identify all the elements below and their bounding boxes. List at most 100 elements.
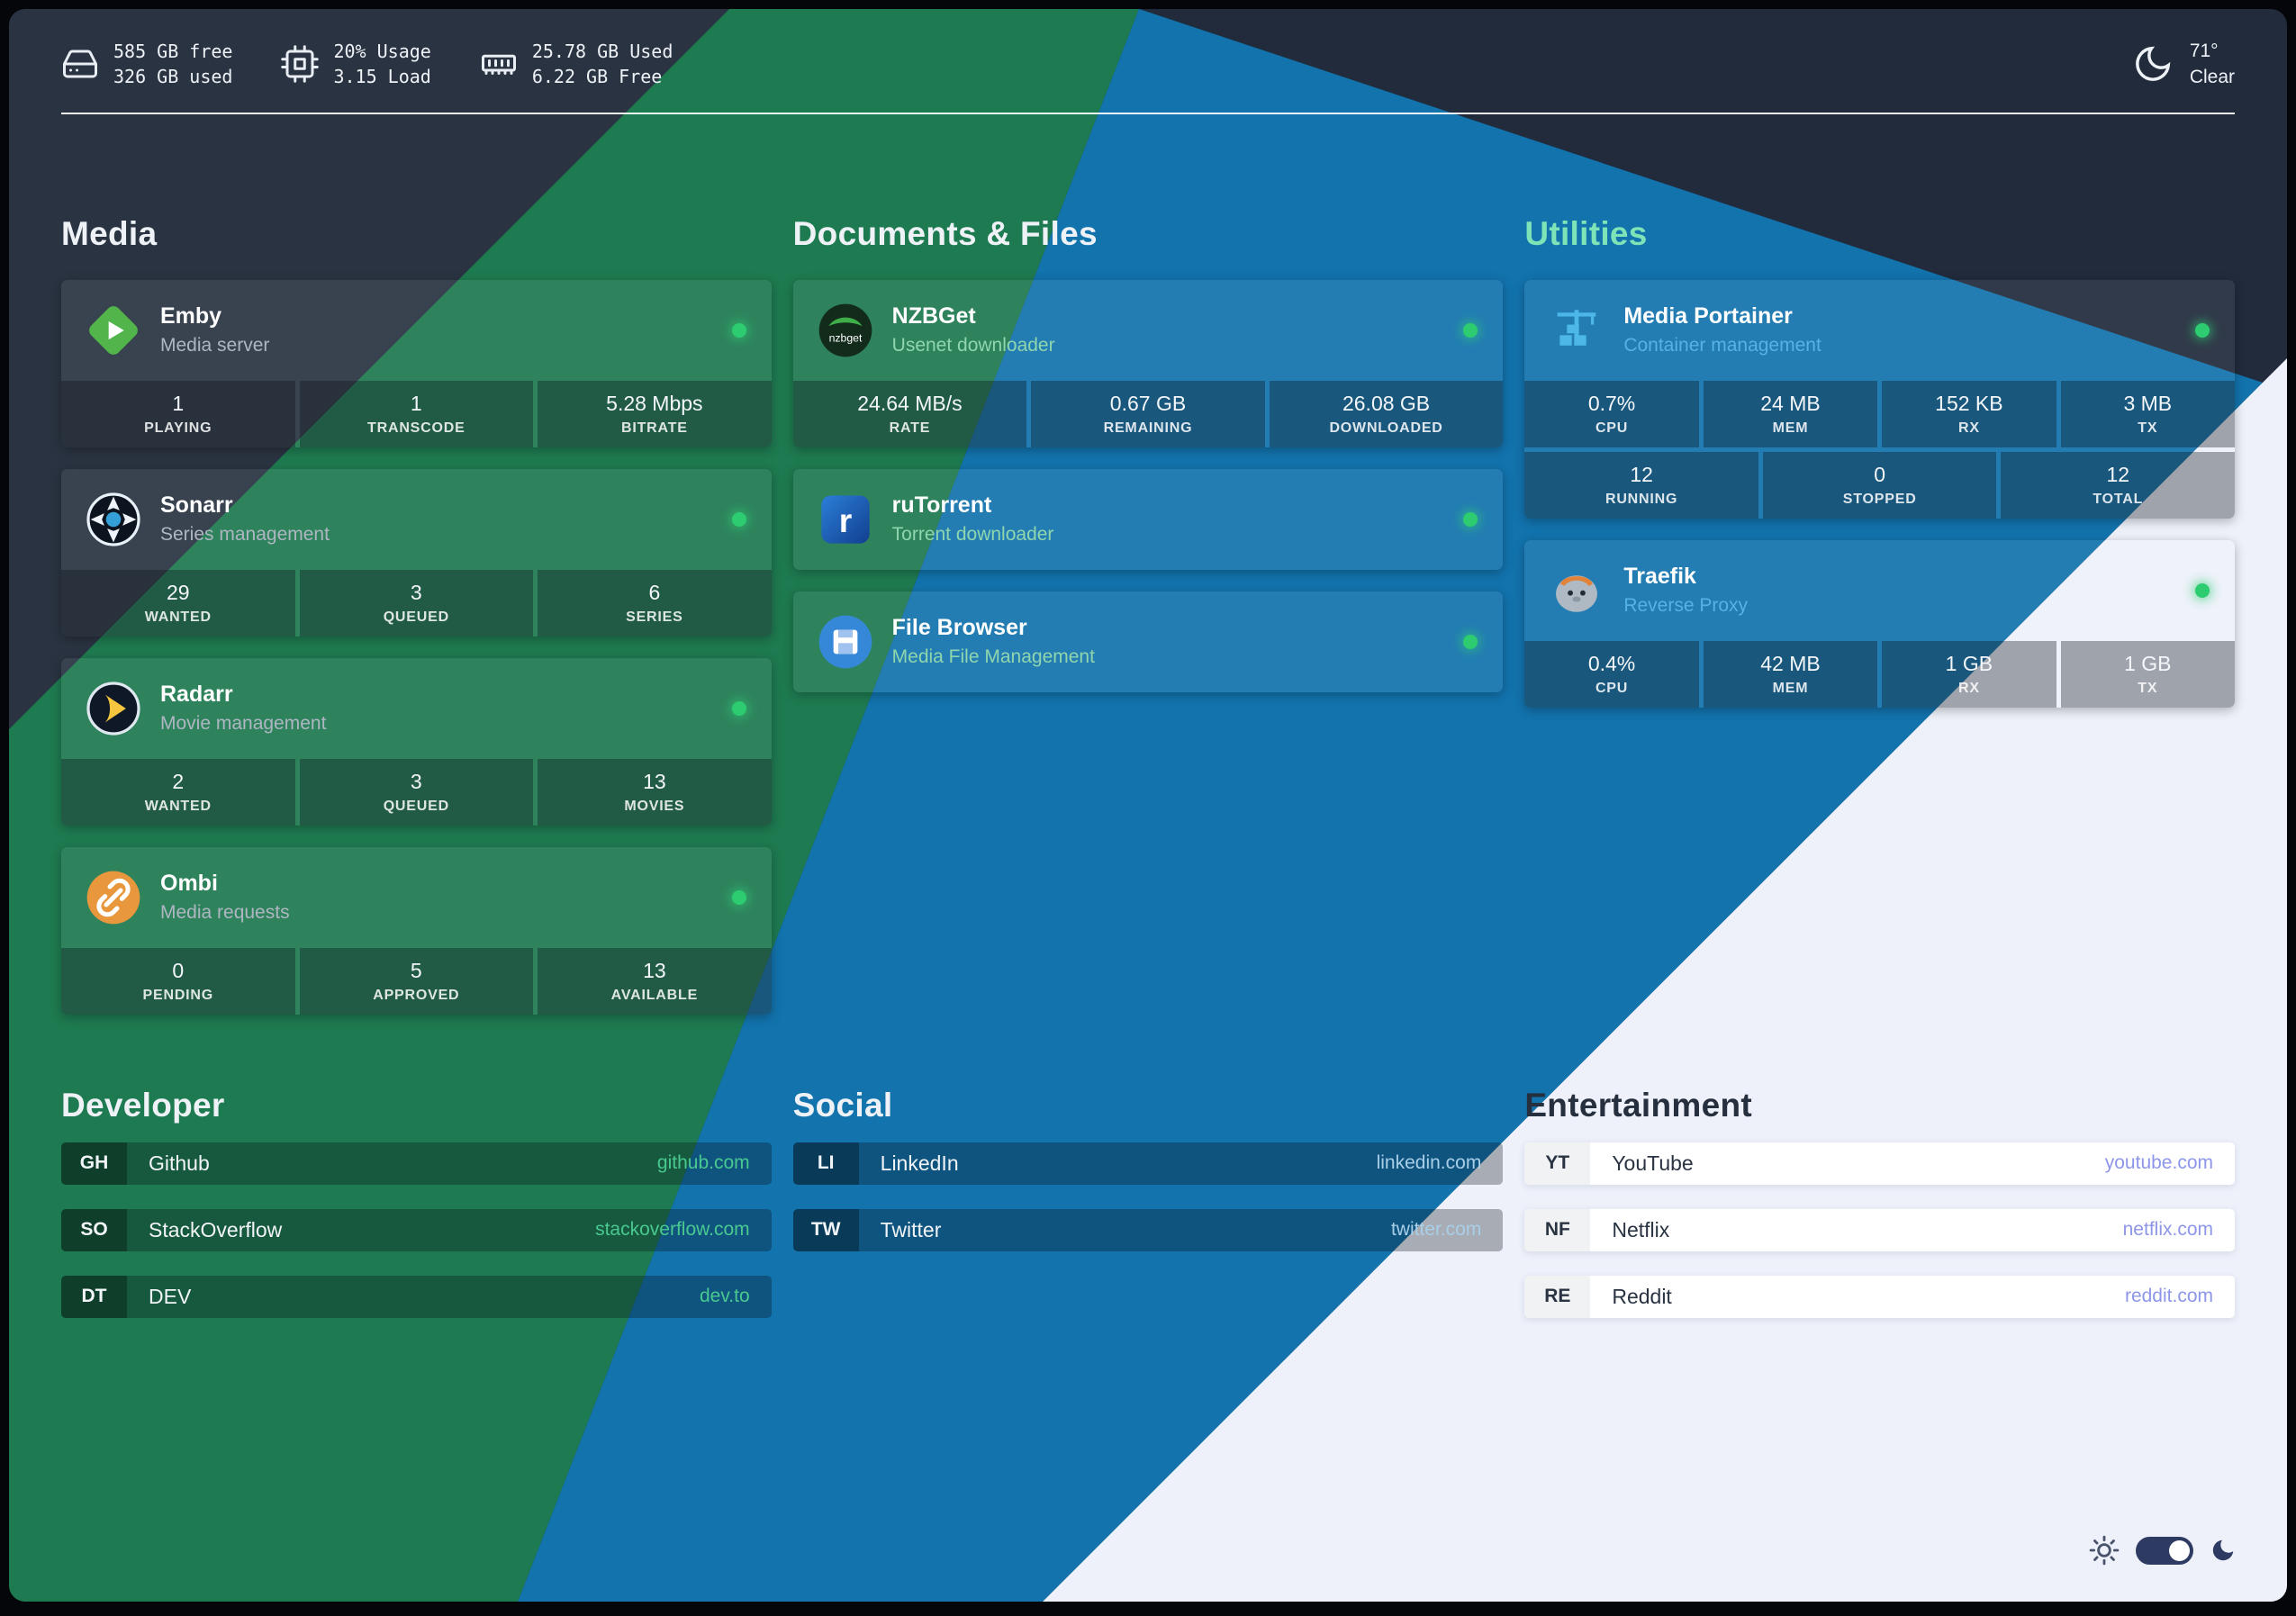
status-dot-online bbox=[2195, 322, 2210, 338]
bookmark-url: netflix.com bbox=[2122, 1219, 2213, 1241]
status-bar: 585 GB free 326 GB used 20% Usage 3.15 L… bbox=[9, 9, 2287, 113]
stat-chip: 152 KB RX bbox=[1882, 380, 2056, 447]
service-title: Sonarr bbox=[160, 492, 233, 519]
service-title: ruTorrent bbox=[891, 492, 992, 519]
cpu-icon bbox=[281, 45, 320, 84]
header-divider bbox=[61, 112, 2235, 114]
status-dot-online bbox=[731, 700, 746, 716]
service-desc: Torrent downloader bbox=[891, 524, 1054, 546]
status-dot-online bbox=[2195, 582, 2210, 598]
bookmark-name: Netflix bbox=[1612, 1217, 1670, 1241]
service-card-ombi[interactable]: Ombi Media requests 0 PENDING 5 APPROVED 1… bbox=[61, 846, 772, 1015]
bookmark-row-github[interactable]: GH Github github.com bbox=[61, 1142, 772, 1185]
service-card-filebrowser[interactable]: File Browser Media File Management bbox=[792, 591, 1504, 692]
stat-chip: 5.28 Mbps BITRATE bbox=[538, 380, 772, 447]
stat-chip: 24.64 MB/s RATE bbox=[792, 380, 1027, 447]
bookmark-tag: DT bbox=[61, 1275, 127, 1318]
stat-chip: 2 WANTED bbox=[61, 758, 295, 826]
section-heading-entertainment: Entertainment bbox=[1524, 1086, 1752, 1124]
service-card-traefik[interactable]: Traefik Reverse Proxy 0.4% CPU 42 MB MEM 1… bbox=[1524, 539, 2235, 708]
section-media: Media Emby Media server 1 PLAYING bbox=[61, 215, 772, 1015]
section-heading-utilities: Utilities bbox=[1524, 214, 1648, 252]
bookmark-url: stackoverflow.com bbox=[595, 1219, 750, 1241]
status-dot-online bbox=[731, 511, 746, 527]
service-desc: Media server bbox=[160, 335, 270, 357]
nzbget-icon: nzbget bbox=[817, 302, 874, 359]
stat-chip: 1 PLAYING bbox=[61, 380, 295, 447]
service-card-emby[interactable]: Emby Media server 1 PLAYING 1 TRANSCODE 5.… bbox=[61, 279, 772, 447]
weather-condition: Clear bbox=[2189, 67, 2235, 88]
stat-chip: 0 PENDING bbox=[61, 947, 295, 1015]
bookmark-name: LinkedIn bbox=[880, 1151, 959, 1175]
stat-chip: 26.08 GB DOWNLOADED bbox=[1269, 380, 1504, 447]
service-card-rutorrent[interactable]: r ruTorrent Torrent downloader bbox=[792, 468, 1504, 570]
bookmark-tag: LI bbox=[792, 1142, 859, 1185]
theme-toggle-knob[interactable] bbox=[2169, 1539, 2190, 1561]
bookmark-row-stackoverflow[interactable]: SO StackOverflow stackoverflow.com bbox=[61, 1208, 772, 1251]
svg-text:nzbget: nzbget bbox=[828, 331, 862, 344]
svg-text:r: r bbox=[838, 501, 852, 539]
service-desc: Movie management bbox=[160, 713, 327, 735]
bookmark-tag: SO bbox=[61, 1208, 127, 1251]
portainer-icon bbox=[1548, 302, 1605, 359]
bookmark-url: dev.to bbox=[700, 1286, 750, 1307]
section-heading-developer: Developer bbox=[61, 1086, 225, 1124]
bookmark-name: YouTube bbox=[1612, 1151, 1694, 1175]
bookmark-tag: YT bbox=[1524, 1142, 1591, 1185]
stat-chip: 13 AVAILABLE bbox=[538, 947, 772, 1015]
theme-toggle[interactable] bbox=[2136, 1536, 2193, 1565]
service-card-nzbget[interactable]: nzbget NZBGet Usenet downloader 24.64 MB… bbox=[792, 279, 1504, 447]
filebrowser-icon bbox=[817, 613, 874, 671]
bookmark-row-dev[interactable]: DT DEV dev.to bbox=[61, 1275, 772, 1318]
radarr-icon bbox=[85, 680, 142, 737]
bookmark-row-twitter[interactable]: TW Twitter twitter.com bbox=[792, 1208, 1504, 1251]
bookmark-url: youtube.com bbox=[2104, 1152, 2213, 1174]
stat-chip: 5 APPROVED bbox=[299, 947, 534, 1015]
stat-chip: 0.67 GB REMAINING bbox=[1031, 380, 1265, 447]
section-heading-social: Social bbox=[792, 1086, 893, 1124]
stat-chip: 0.7% CPU bbox=[1524, 380, 1699, 447]
dark-theme-moon-icon[interactable] bbox=[2210, 1537, 2237, 1564]
stat-chip: 0 STOPPED bbox=[1762, 451, 1997, 519]
service-desc: Media requests bbox=[160, 902, 290, 924]
stat-chip: 29 WANTED bbox=[61, 569, 295, 636]
memory-free: 6.22 GB Free bbox=[531, 66, 663, 88]
service-title: Media Portainer bbox=[1623, 303, 1793, 330]
cpu-percent: 20% Usage bbox=[333, 41, 431, 62]
status-dot-online bbox=[1463, 322, 1478, 338]
sonarr-icon bbox=[85, 491, 142, 548]
stat-chip: 12 TOTAL bbox=[2001, 451, 2235, 519]
bookmark-name: Github bbox=[149, 1151, 210, 1175]
bookmark-url: linkedin.com bbox=[1376, 1152, 1482, 1174]
service-title: Ombi bbox=[160, 871, 218, 897]
service-card-media-portainer[interactable]: Media Portainer Container management 0.7… bbox=[1524, 279, 2235, 519]
stat-chip: 3 MB TX bbox=[2060, 380, 2235, 447]
service-card-radarr[interactable]: Radarr Movie management 2 WANTED 3 QUEUED … bbox=[61, 657, 772, 826]
section-documents-files: Documents & Files nzbget NZBGet Usenet d… bbox=[792, 214, 1504, 1015]
bookmark-name: StackOverflow bbox=[149, 1217, 283, 1241]
service-desc: Usenet downloader bbox=[891, 335, 1055, 357]
light-theme-sun-icon[interactable] bbox=[2089, 1535, 2120, 1566]
stat-chip: 6 SERIES bbox=[538, 569, 772, 636]
bookmark-row-netflix[interactable]: NF Netflix netflix.com bbox=[1524, 1208, 2235, 1251]
bookmark-row-youtube[interactable]: YT YouTube youtube.com bbox=[1524, 1142, 2235, 1185]
section-heading-documents-files: Documents & Files bbox=[792, 214, 1098, 252]
service-title: Radarr bbox=[160, 682, 233, 708]
section-entertainment: Entertainment YT YouTube youtube.com NF … bbox=[1524, 1087, 2235, 1318]
hard-drive-icon bbox=[63, 50, 97, 78]
dashboard-window: 585 GB free 326 GB used 20% Usage 3.15 L… bbox=[9, 9, 2287, 1602]
bookmark-row-reddit[interactable]: RE Reddit reddit.com bbox=[1524, 1275, 2235, 1318]
bookmark-tag: GH bbox=[61, 1142, 127, 1185]
service-card-sonarr[interactable]: Sonarr Series management 29 WANTED 3 QUEUE… bbox=[61, 468, 772, 636]
stat-chip: 13 MOVIES bbox=[538, 758, 772, 826]
weather-widget: 71° Clear bbox=[2132, 38, 2235, 91]
stat-chip: 3 QUEUED bbox=[299, 758, 534, 826]
bookmark-tag: TW bbox=[792, 1208, 859, 1251]
disk-used: 326 GB used bbox=[113, 66, 233, 88]
bookmark-row-linkedin[interactable]: LI LinkedIn linkedin.com bbox=[792, 1142, 1504, 1185]
bookmark-name: DEV bbox=[149, 1284, 192, 1308]
section-social: Social LI LinkedIn linkedin.com TW Twitt… bbox=[792, 1086, 1504, 1318]
memory-icon bbox=[481, 55, 516, 76]
service-desc: Series management bbox=[160, 524, 330, 546]
service-desc: Media File Management bbox=[891, 646, 1095, 668]
